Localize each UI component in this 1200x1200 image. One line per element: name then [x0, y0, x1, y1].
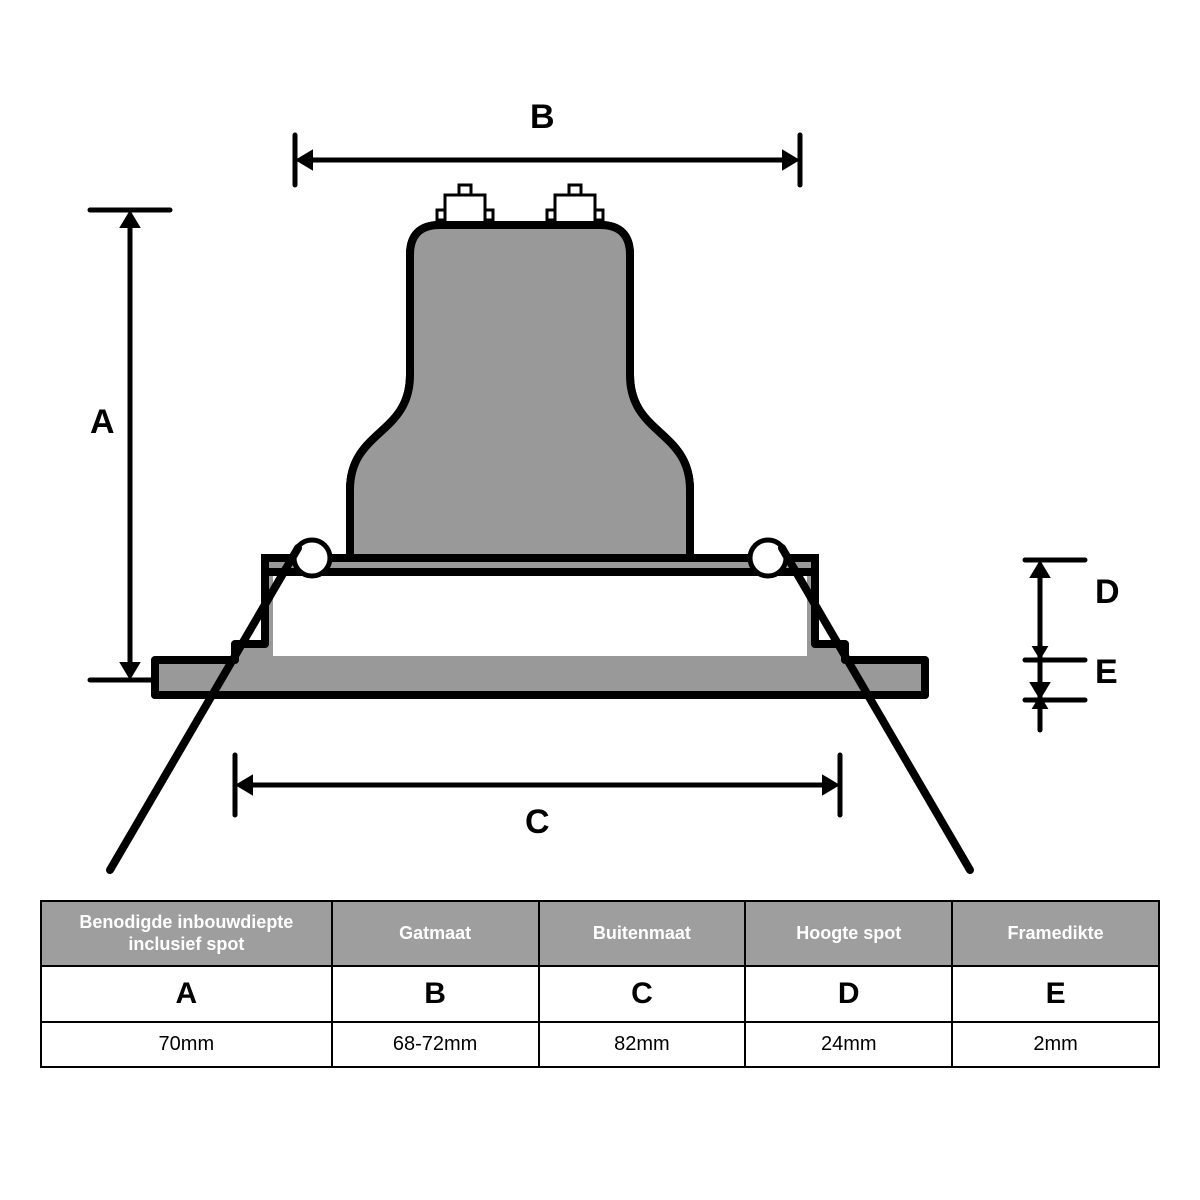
table-value-cell: 82mm — [539, 1022, 746, 1067]
technical-diagram: A B C D E — [0, 0, 1200, 900]
diagram-svg — [0, 0, 1200, 900]
table-letter-cell: C — [539, 966, 746, 1022]
table-header-cell: Gatmaat — [332, 901, 539, 966]
dimension-label-e: E — [1095, 653, 1118, 692]
dimension-label-d: D — [1095, 573, 1120, 612]
table-header-cell: Framedikte — [952, 901, 1159, 966]
table-letter-row: ABCDE — [41, 966, 1159, 1022]
table-value-cell: 2mm — [952, 1022, 1159, 1067]
table-letter-cell: A — [41, 966, 332, 1022]
table-value-row: 70mm68-72mm82mm24mm2mm — [41, 1022, 1159, 1067]
table-header-row: Benodigde inbouwdiepte inclusief spotGat… — [41, 901, 1159, 966]
table-value-cell: 70mm — [41, 1022, 332, 1067]
table-header-cell: Hoogte spot — [745, 901, 952, 966]
table-letter-cell: B — [332, 966, 539, 1022]
table-letter-cell: D — [745, 966, 952, 1022]
spec-table: Benodigde inbouwdiepte inclusief spotGat… — [40, 900, 1160, 1068]
table-header-cell: Buitenmaat — [539, 901, 746, 966]
table-header-cell: Benodigde inbouwdiepte inclusief spot — [41, 901, 332, 966]
dimension-label-b: B — [530, 98, 555, 137]
dimension-table: Benodigde inbouwdiepte inclusief spotGat… — [40, 900, 1160, 1068]
dimension-label-a: A — [90, 403, 115, 442]
dimension-label-c: C — [525, 803, 550, 842]
table-letter-cell: E — [952, 966, 1159, 1022]
table-value-cell: 24mm — [745, 1022, 952, 1067]
table-value-cell: 68-72mm — [332, 1022, 539, 1067]
